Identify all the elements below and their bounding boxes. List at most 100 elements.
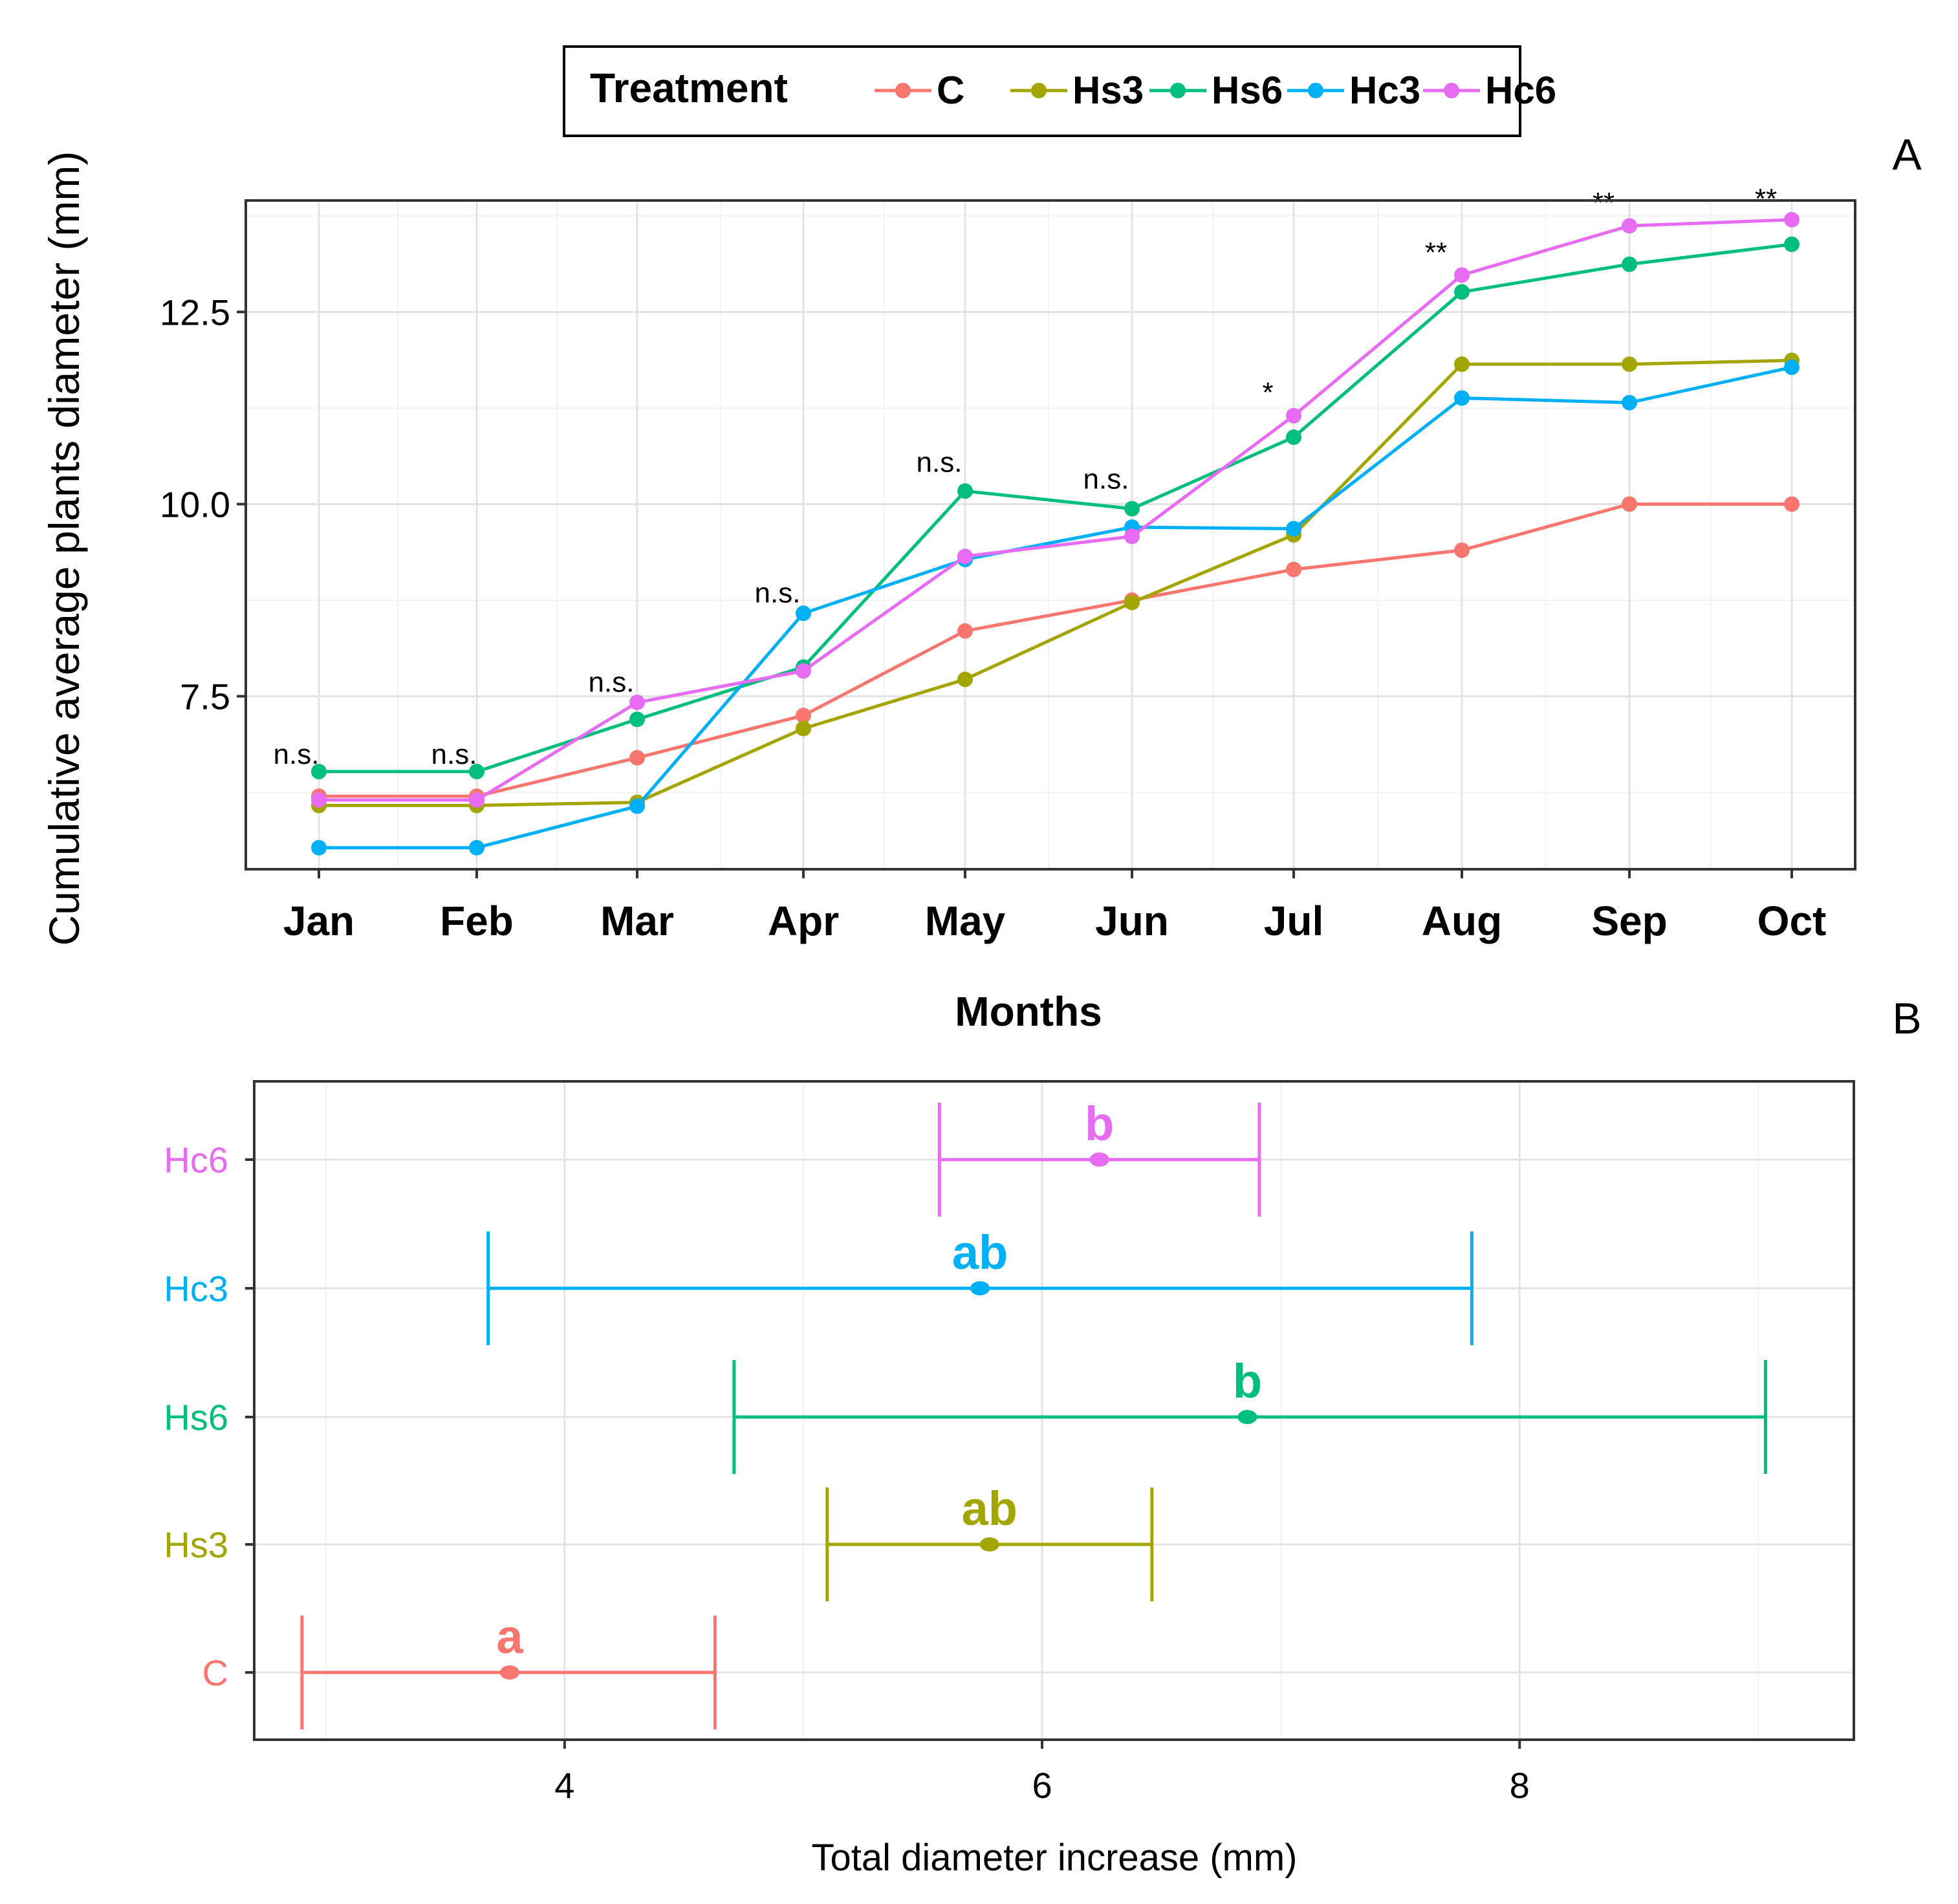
chart-b-x-tick-label: 4: [554, 1765, 574, 1806]
significance-annotation: n.s.: [1083, 464, 1129, 495]
chart-b-x-tick-label: 8: [1510, 1765, 1530, 1806]
group-letter: b: [1233, 1354, 1262, 1408]
legend-title: Treatment: [590, 65, 788, 111]
data-point-hs3: [957, 671, 973, 687]
chart-b-y-tick-label-hs3: Hs3: [164, 1524, 228, 1565]
data-point-hc3: [1622, 395, 1637, 411]
errorbar-mean: [970, 1281, 990, 1295]
legend: Treatment C Hs3 Hs6 Hc3 Hc6: [563, 45, 1556, 137]
data-point-hs3: [1124, 594, 1140, 611]
data-point-hc3: [629, 798, 645, 814]
data-point-hs6: [311, 764, 327, 780]
series-line-hs6: [319, 243, 1792, 774]
series-hc6: [311, 211, 1800, 808]
chart-a-x-label: Months: [955, 988, 1102, 1035]
legend-label-hs6: Hs6: [1212, 69, 1283, 112]
data-point-c: [629, 750, 645, 766]
chart-a-x-tick-label: Apr: [768, 898, 839, 944]
chart-b-x-axis: 4 6 8: [554, 1740, 1530, 1806]
data-point-hc6: [957, 548, 973, 565]
data-point-hs6: [1124, 501, 1140, 517]
data-point-hc6: [469, 792, 484, 808]
group-letter: b: [1085, 1097, 1114, 1151]
data-point-hs6: [1454, 284, 1470, 300]
errorbar-hs3: ab: [825, 1482, 1154, 1601]
legend-label-hs3: Hs3: [1072, 69, 1144, 112]
chart-a-frame: [245, 199, 1856, 871]
chart-a-x-tick-label: Aug: [1422, 898, 1502, 944]
series-line-hs3: [319, 358, 1792, 807]
chart-a-x-tick-label: Sep: [1591, 898, 1667, 944]
errorbar-c: a: [300, 1610, 717, 1729]
chart-a-x-tick-label: May: [925, 898, 1006, 944]
legend-marker-hc6: [1444, 83, 1459, 98]
errorbar-mean: [979, 1537, 999, 1552]
errorbar-hc6: b: [937, 1097, 1261, 1217]
data-point-hs6: [957, 483, 973, 499]
chart-b-x-tick-label: 6: [1032, 1765, 1052, 1806]
group-letter: ab: [952, 1226, 1008, 1279]
data-point-hs6: [1784, 236, 1800, 252]
panel-label-a: A: [1892, 130, 1922, 179]
data-point-hs3: [1622, 356, 1637, 373]
legend-marker-hs6: [1170, 83, 1186, 98]
group-letter: a: [496, 1610, 523, 1663]
series-line-hc3: [319, 365, 1792, 850]
legend-marker-c: [895, 83, 911, 98]
data-point-hc3: [311, 839, 327, 856]
significance-annotation: n.s.: [917, 447, 963, 479]
chart-b-plot-area: [254, 1081, 1854, 1740]
panel-label-b: B: [1892, 994, 1921, 1043]
series-line-c: [319, 502, 1792, 798]
legend-label-c: C: [937, 69, 964, 112]
errorbar-hc3: ab: [486, 1226, 1474, 1345]
errorbar-mean: [499, 1665, 519, 1680]
data-point-c: [957, 623, 973, 639]
data-point-hc3: [469, 839, 484, 856]
data-point-hc6: [629, 695, 645, 711]
chart-b-y-tick-label-c: C: [202, 1652, 228, 1693]
data-point-hs3: [796, 720, 811, 737]
legend-label-hc6: Hc6: [1485, 69, 1556, 112]
data-point-hc3: [1286, 521, 1301, 537]
legend-marker-hs3: [1031, 83, 1047, 98]
significance-annotation: **: [1755, 183, 1777, 215]
chart-a-y-axis: 7.5 10.0 12.5: [160, 292, 246, 717]
data-point-c: [1286, 561, 1301, 578]
legend-items: C Hs3 Hs6 Hc3 Hc6: [875, 69, 1556, 112]
chart-a-x-tick-label: Mar: [600, 898, 674, 944]
data-point-hs6: [1286, 429, 1301, 446]
chart-a-y-tick-label: 7.5: [180, 676, 230, 717]
significance-annotation: *: [1262, 376, 1273, 408]
chart-a-grid: [246, 200, 1855, 869]
chart-b-x-label: Total diameter increase (mm): [812, 1837, 1298, 1879]
chart-b: a ab b ab b C Hs3 Hs6 Hc3 Hc6 4 6 8 Total diameter…: [164, 1080, 1855, 1879]
chart-b-y-tick-label-hs6: Hs6: [164, 1397, 228, 1438]
chart-a-annotations: n.s. n.s.n.s.n.s.n.s.n.s.***** **: [274, 183, 1778, 770]
significance-annotation: **: [1593, 187, 1615, 219]
chart-b-y-tick-label-hc6: Hc6: [164, 1140, 228, 1180]
data-point-hs3: [1454, 356, 1470, 373]
data-point-hc6: [311, 792, 327, 808]
legend-marker-hc3: [1308, 83, 1323, 98]
significance-annotation: n.s.: [589, 666, 635, 698]
chart-b-y-tick-label-hc3: Hc3: [164, 1268, 228, 1309]
significance-annotation: n.s.: [431, 739, 477, 770]
errorbar-mean: [1089, 1152, 1109, 1167]
data-point-hc3: [1784, 359, 1800, 375]
chart-b-y-axis: C Hs3 Hs6 Hc3 Hc6: [164, 1140, 254, 1693]
data-point-hs6: [629, 711, 645, 728]
chart-a-x-tick-label: Jan: [283, 898, 354, 944]
chart-a-y-tick-label: 12.5: [160, 292, 230, 332]
data-point-hc3: [1454, 390, 1470, 406]
data-point-hs6: [469, 764, 484, 780]
data-point-c: [1454, 542, 1470, 558]
chart-a-x-tick-label: Jul: [1264, 898, 1323, 944]
chart-b-series: a ab b ab b: [300, 1097, 1767, 1729]
chart-a-x-tick-label: Oct: [1757, 898, 1827, 944]
data-point-hc6: [1454, 267, 1470, 283]
errorbar-hs6: b: [732, 1354, 1767, 1474]
significance-annotation: n.s.: [755, 578, 801, 609]
chart-a-x-tick-label: Feb: [440, 898, 514, 944]
data-point-hc6: [1286, 407, 1301, 424]
